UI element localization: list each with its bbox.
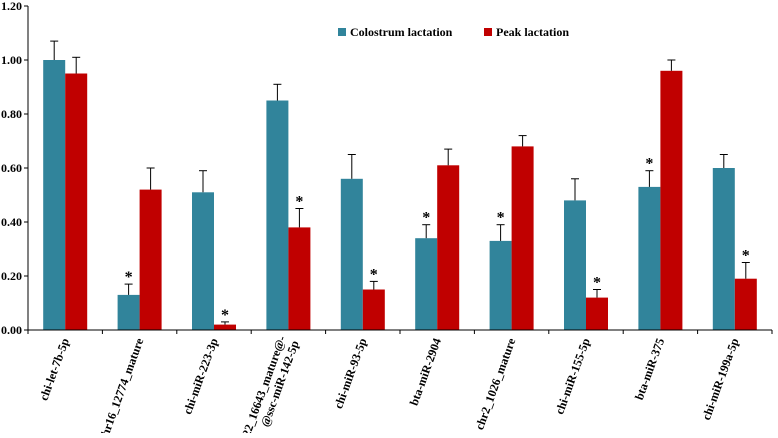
peak-bar <box>139 189 162 330</box>
category-label: chr16_12774_mature <box>96 336 146 433</box>
category-label-line: chi-let-7b-5p <box>37 336 73 402</box>
category-label: chi-miR-223-3p <box>180 336 221 416</box>
y-tick-label: 0.20 <box>1 269 22 283</box>
peak-bar <box>362 289 385 330</box>
category-label-line: chi-miR-223-3p <box>180 336 221 416</box>
significance-marker: * <box>593 275 601 292</box>
colostrum-bar <box>564 200 586 330</box>
category-label: chr2_1026_mature <box>472 336 518 432</box>
category-label: bta-miR-375 <box>632 336 667 402</box>
colostrum-bar <box>340 178 363 330</box>
significance-marker: * <box>422 210 430 227</box>
category-label-line: bta-miR-2904 <box>407 336 444 407</box>
y-tick-label: 0.00 <box>1 323 22 337</box>
y-tick-label: 0.40 <box>1 215 22 229</box>
significance-marker: * <box>221 307 229 324</box>
peak-bar <box>586 297 608 330</box>
significance-marker: * <box>497 210 505 227</box>
peak-bar <box>734 278 757 330</box>
significance-marker: * <box>742 248 750 265</box>
significance-marker: * <box>370 266 378 283</box>
legend: Colostrum lactation Peak lactation <box>338 25 569 39</box>
legend-swatch-peak <box>484 28 492 36</box>
colostrum-bar <box>712 168 735 330</box>
y-tick-label: 0.60 <box>1 161 22 175</box>
category-label-line: chi-miR-155-5p <box>552 336 593 416</box>
category-label: chi-miR-93-5p <box>331 336 370 411</box>
category-label: chi-miR-199a-5p <box>699 336 742 422</box>
y-tick-label: 1.00 <box>1 53 22 67</box>
colostrum-bar <box>489 240 512 330</box>
y-axis: 0.00 0.20 0.40 0.60 0.80 1.00 1.20 <box>1 0 29 337</box>
significance-marker: * <box>645 156 653 173</box>
significance-marker: * <box>295 194 303 211</box>
category-label: chr22_16643_mature@-@ssc-miR-142-5p <box>233 334 302 433</box>
category-label: bta-miR-2904 <box>407 336 444 407</box>
category-label-line: chi-miR-199a-5p <box>699 336 742 422</box>
category-label-line: chr16_12774_mature <box>96 336 146 433</box>
colostrum-bar <box>638 186 661 330</box>
category-label-line: chi-miR-93-5p <box>331 336 370 411</box>
y-tick-label: 0.80 <box>1 107 22 121</box>
y-tick-label: 1.20 <box>1 0 22 13</box>
peak-bar <box>214 324 236 330</box>
category-label: chi-miR-155-5p <box>552 336 593 416</box>
peak-bar <box>660 70 683 331</box>
peak-bar <box>437 165 460 330</box>
legend-label-colostrum: Colostrum lactation <box>350 25 453 39</box>
peak-bar <box>288 227 311 330</box>
colostrum-bar <box>192 192 214 330</box>
category-label-line: chr2_1026_mature <box>472 336 518 432</box>
legend-label-peak: Peak lactation <box>496 25 569 39</box>
colostrum-bar <box>43 60 66 330</box>
legend-swatch-colostrum <box>338 28 346 36</box>
significance-marker: * <box>125 269 133 286</box>
colostrum-bar <box>415 238 438 330</box>
peak-bar <box>511 146 534 330</box>
category-label-line: bta-miR-375 <box>632 336 667 402</box>
colostrum-bar <box>117 294 140 330</box>
peak-bar <box>65 73 88 330</box>
colostrum-bar <box>266 100 289 330</box>
x-axis: chi-let-7b-5p chr16_12774_mature chi-miR-2… <box>27 329 773 438</box>
bars: * * * * * * * * * <box>43 40 757 331</box>
category-label: chi-let-7b-5p <box>37 336 73 402</box>
